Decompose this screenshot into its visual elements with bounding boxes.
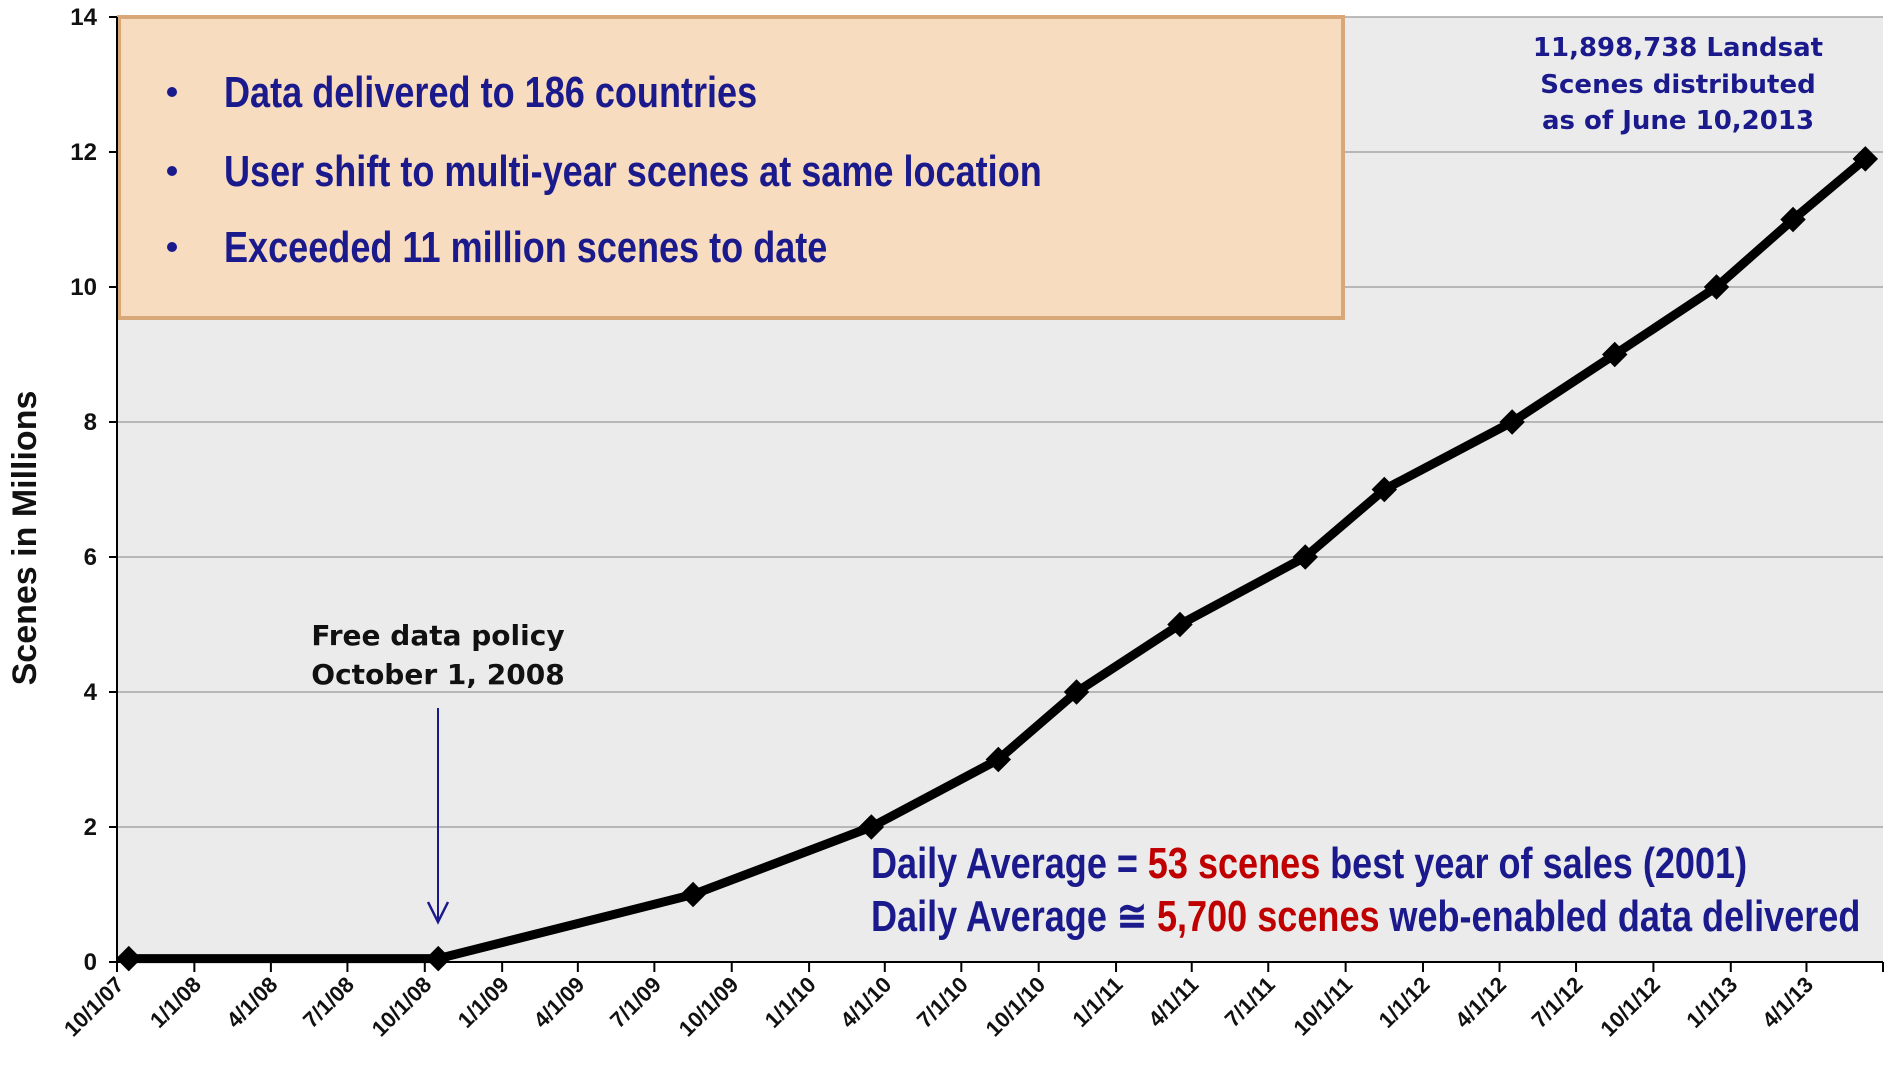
daily-part: 5,700 scenes [1157, 892, 1380, 941]
x-tick-label: 7/1/10 [912, 972, 973, 1033]
policy-arrowhead [426, 901, 450, 925]
bullet [167, 242, 177, 252]
series-line [128, 155, 1869, 964]
note-item: Exceeded 11 million scenes to date [224, 223, 827, 272]
x-tick-label: 10/1/07 [59, 972, 129, 1042]
policy-note: Free data policy [311, 619, 564, 652]
point [858, 814, 885, 840]
point [985, 746, 1012, 773]
point [116, 945, 142, 972]
y-tick-label: 4 [84, 679, 98, 706]
y-tick-label: 8 [84, 409, 97, 436]
x-tick-label: 4/1/09 [528, 972, 589, 1033]
point [680, 881, 706, 908]
daily-part: 53 scenes [1148, 839, 1320, 888]
x-tick-label: 1/1/09 [453, 972, 514, 1033]
bullets [167, 87, 177, 252]
policy-note: October 1, 2008 [311, 658, 564, 691]
x-tick-label: 7/1/11 [1220, 972, 1280, 1032]
x-tick-label: 10/1/10 [981, 972, 1051, 1042]
y-tick-label: 6 [84, 544, 97, 571]
y-tick-label: 12 [70, 139, 97, 166]
note-item: Data delivered to 186 countries [224, 68, 757, 117]
daily-part: Daily Average ≅ [871, 892, 1147, 941]
total-note: 11,898,738 Landsat [1533, 33, 1823, 63]
y-tick-label: 0 [84, 949, 97, 976]
total-note: Scenes distributed [1540, 70, 1815, 100]
x-tick-label: 1/1/08 [145, 972, 206, 1033]
daily-part: Daily Average = [871, 839, 1138, 888]
bullet [167, 87, 177, 97]
x-tick-label: 10/1/08 [367, 972, 437, 1042]
x-tick-label: 7/1/09 [605, 972, 666, 1033]
x-tick-label: 4/1/08 [221, 972, 282, 1033]
x-tick-label: 7/1/08 [298, 972, 359, 1033]
note-list: Data delivered to 186 countries User shi… [224, 68, 1042, 272]
daily-part: best year of sales (2001) [1330, 839, 1747, 888]
x-tick-label: 4/1/13 [1757, 972, 1818, 1033]
x-tick-label: 1/1/11 [1068, 972, 1128, 1032]
x-tick-label: 4/1/12 [1450, 972, 1511, 1033]
y-axis-label: Scenes in Millions [6, 391, 44, 686]
x-tick-label: 1/1/12 [1374, 972, 1435, 1033]
x-tick-label: 10/1/11 [1288, 972, 1357, 1041]
y-tick-label: 10 [70, 274, 97, 301]
y-tick-label: 14 [70, 4, 97, 31]
x-tick-label: 4/1/10 [835, 972, 896, 1033]
y-tick-label: 2 [84, 814, 97, 841]
x-tick-label: 10/1/12 [1595, 972, 1665, 1042]
marks [116, 146, 1879, 972]
x-tick-label: 10/1/09 [674, 972, 744, 1042]
bullet [167, 166, 177, 176]
x-tick-label: 1/1/10 [760, 972, 821, 1033]
x-tick-label: 1/1/13 [1681, 972, 1742, 1033]
daily-notes: Daily Average = 53 scenes best year of sal… [871, 839, 1860, 941]
daily-note: Daily Average ≅ 5,700 scenes web-enabled d… [871, 892, 1860, 941]
note-box [117, 15, 1345, 320]
x-tick-label: 4/1/11 [1143, 972, 1203, 1032]
daily-part: web-enabled data delivered [1389, 892, 1861, 941]
daily-note: Daily Average = 53 scenes best year of sal… [871, 839, 1747, 888]
x-tick-label: 7/1/12 [1527, 972, 1588, 1033]
point [425, 945, 451, 972]
note-item: User shift to multi-year scenes at same … [224, 147, 1042, 196]
total-note: as of June 10,2013 [1542, 106, 1814, 136]
